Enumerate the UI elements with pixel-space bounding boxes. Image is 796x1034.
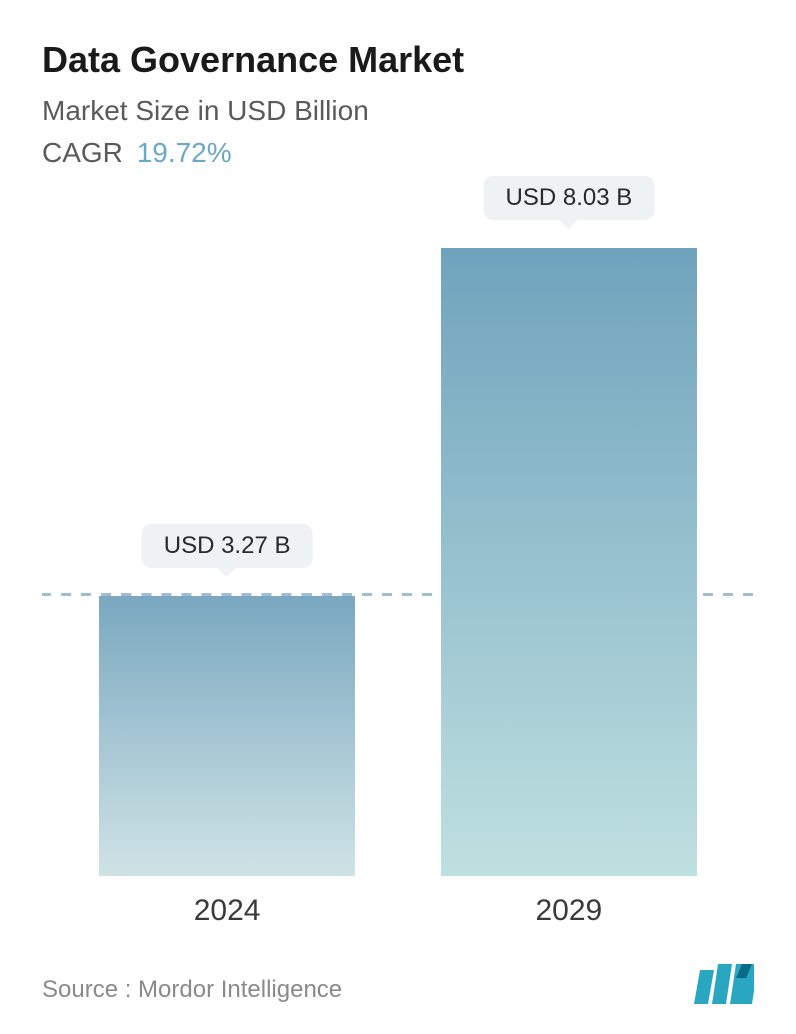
bars-layer: USD 3.27 B USD 8.03 B: [42, 189, 754, 876]
cagr-row: CAGR 19.72%: [42, 137, 754, 169]
bar: [441, 248, 697, 876]
bar-group-2029: USD 8.03 B: [441, 189, 697, 876]
value-pill: USD 3.27 B: [142, 524, 313, 568]
chart-subtitle: Market Size in USD Billion: [42, 95, 754, 127]
bar: [99, 596, 355, 876]
chart-footer: Source : Mordor Intelligence: [42, 954, 754, 1004]
chart-plot-area: USD 3.27 B USD 8.03 B: [42, 189, 754, 876]
cagr-value: 19.72%: [137, 137, 232, 168]
value-pill: USD 8.03 B: [484, 176, 655, 220]
x-axis-label: 2029: [441, 894, 697, 928]
chart-title: Data Governance Market: [42, 38, 754, 81]
x-axis-label: 2024: [99, 894, 355, 928]
mordor-logo-icon: [692, 964, 754, 1004]
cagr-label: CAGR: [42, 137, 123, 168]
chart-card: Data Governance Market Market Size in US…: [0, 0, 796, 1034]
source-text: Source : Mordor Intelligence: [42, 976, 342, 1004]
bar-group-2024: USD 3.27 B: [99, 189, 355, 876]
x-axis-labels: 2024 2029: [42, 894, 754, 942]
